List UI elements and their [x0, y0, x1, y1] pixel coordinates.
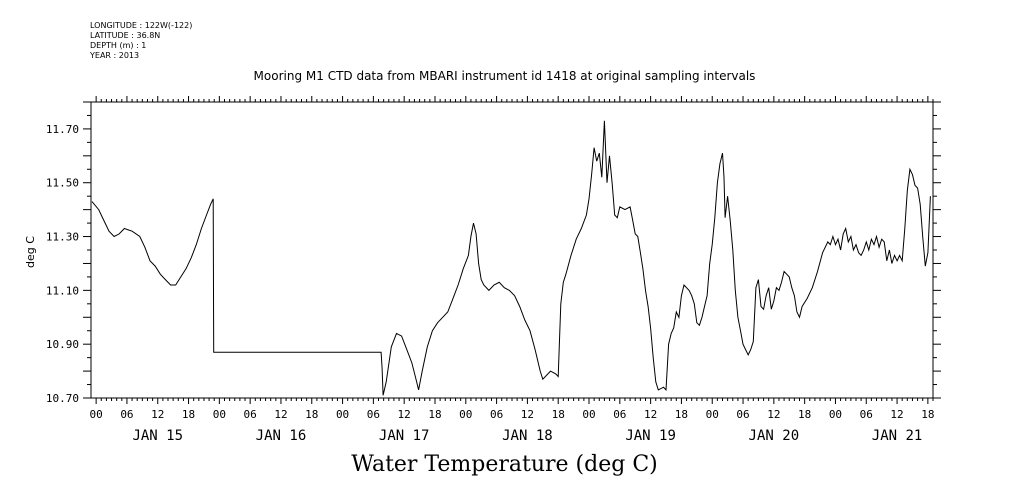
y-tick-label: 10.90 [46, 338, 79, 351]
y-axis-label: deg C [24, 236, 37, 268]
depth-line: DEPTH (m) : 1 [90, 41, 147, 50]
plot-frame [90, 101, 934, 399]
y-tick-label: 11.70 [46, 123, 79, 136]
x-tick-label: 18 [428, 408, 441, 421]
x-tick-label: 18 [921, 408, 934, 421]
x-tick-label: 12 [890, 408, 903, 421]
x-tick-label: 06 [860, 408, 873, 421]
day-label: JAN 17 [379, 428, 430, 444]
day-label: JAN 21 [872, 428, 923, 444]
x-tick-label: 12 [644, 408, 657, 421]
x-tick-label: 18 [798, 408, 811, 421]
x-tick-label: 06 [490, 408, 503, 421]
day-label: JAN 16 [256, 428, 307, 444]
day-label: JAN 20 [749, 428, 800, 444]
x-tick-label: 12 [767, 408, 780, 421]
x-tick-label: 00 [706, 408, 719, 421]
x-tick-label: 06 [120, 408, 133, 421]
x-tick-label: 00 [829, 408, 842, 421]
day-label: JAN 15 [132, 428, 183, 444]
latitude-line: LATITUDE : 36.8N [90, 31, 161, 40]
y-tick-label: 11.50 [46, 177, 79, 190]
x-tick-label: 06 [367, 408, 380, 421]
x-tick-label: 12 [151, 408, 164, 421]
x-tick-label: 00 [582, 408, 595, 421]
x-tick-label: 18 [552, 408, 565, 421]
chart-title: Mooring M1 CTD data from MBARI instrumen… [253, 69, 756, 83]
x-tick-label: 06 [244, 408, 257, 421]
x-tick-label: 00 [336, 408, 349, 421]
year-line: YEAR : 2013 [90, 51, 140, 60]
day-label: JAN 19 [625, 428, 676, 444]
x-tick-label: 06 [613, 408, 626, 421]
x-tick-label: 12 [274, 408, 287, 421]
x-tick-label: 18 [305, 408, 318, 421]
y-tick-label: 11.10 [46, 284, 79, 297]
y-tick-label: 11.30 [46, 231, 79, 244]
x-tick-label: 18 [675, 408, 688, 421]
x-tick-label: 06 [736, 408, 749, 421]
temperature-series-line [91, 120, 931, 396]
longitude-line: LONGITUDE : 122W(-122) [90, 21, 193, 30]
chart-caption: Water Temperature (deg C) [351, 452, 658, 477]
x-tick-label: 00 [90, 408, 103, 421]
x-tick-label: 00 [459, 408, 472, 421]
x-tick-label: 00 [213, 408, 226, 421]
x-tick-label: 12 [521, 408, 534, 421]
x-tick-label: 18 [182, 408, 195, 421]
station-info: LONGITUDE : 122W(-122) LATITUDE : 36.8N … [90, 21, 192, 61]
day-label: JAN 18 [502, 428, 553, 444]
x-tick-label: 12 [398, 408, 411, 421]
y-tick-label: 10.70 [46, 392, 79, 405]
